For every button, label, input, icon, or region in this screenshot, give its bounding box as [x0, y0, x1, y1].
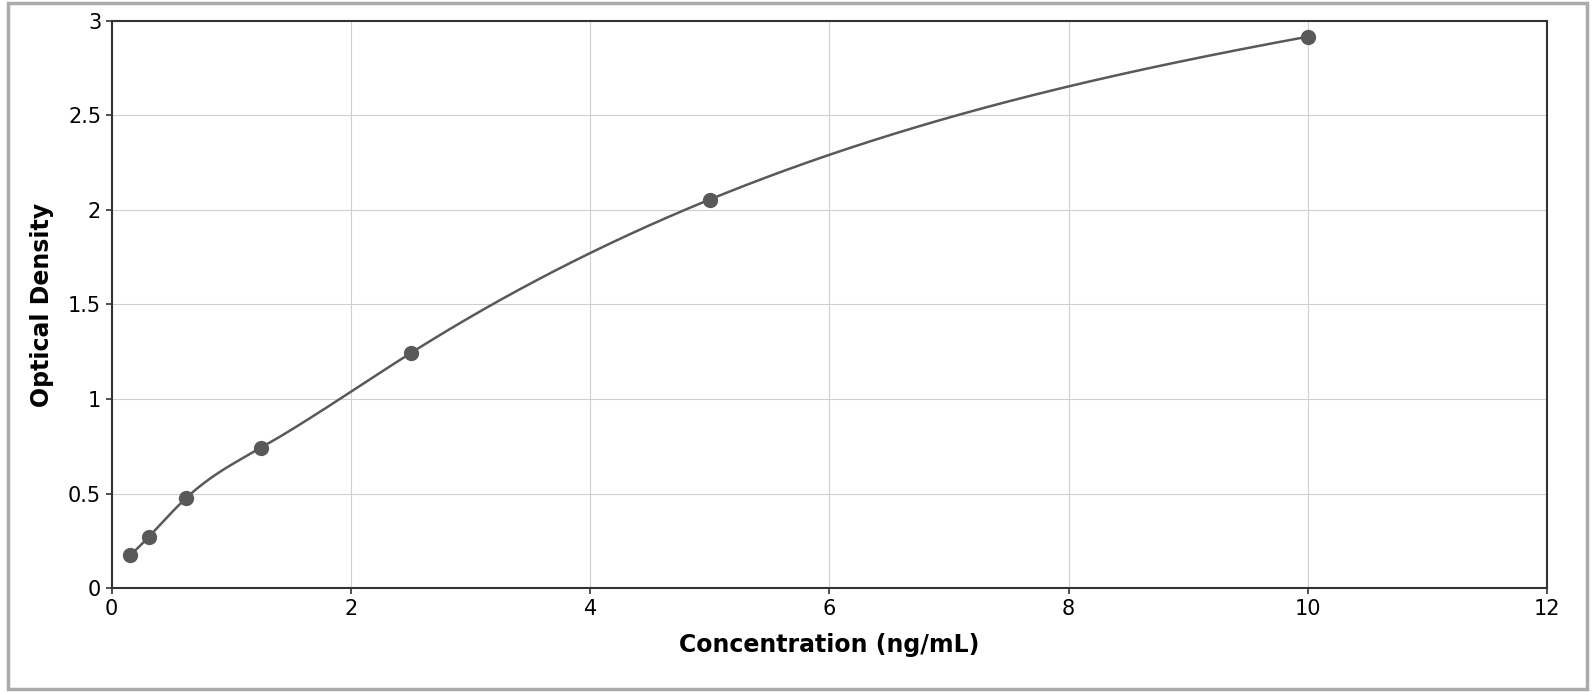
Y-axis label: Optical Density: Optical Density — [30, 203, 54, 406]
Point — [1295, 31, 1321, 42]
Point — [697, 194, 723, 205]
Point — [399, 347, 424, 358]
Point — [118, 549, 144, 561]
Point — [174, 492, 199, 503]
Point — [249, 442, 274, 453]
X-axis label: Concentration (ng/mL): Concentration (ng/mL) — [679, 632, 979, 657]
Point — [136, 531, 161, 542]
